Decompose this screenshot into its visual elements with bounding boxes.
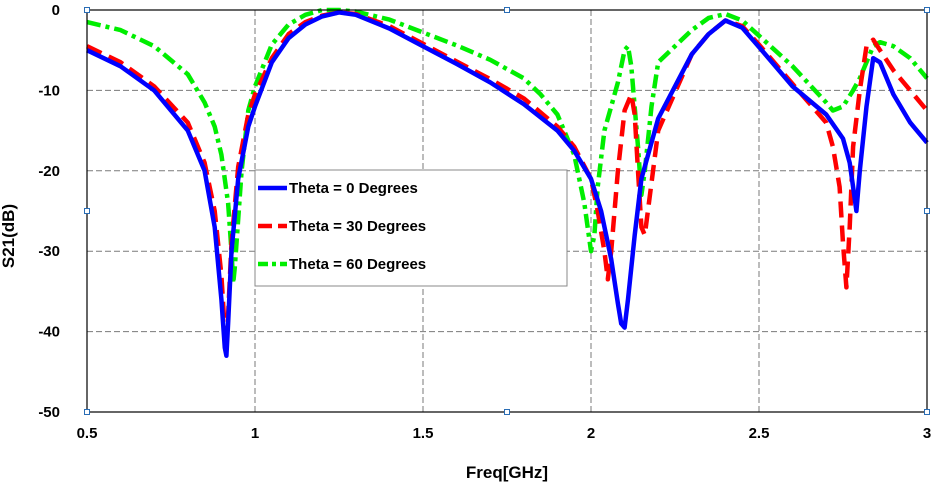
x-tick-label: 2.5 bbox=[749, 425, 770, 442]
x-tick-label: 1 bbox=[251, 425, 259, 442]
resize-handle[interactable] bbox=[504, 7, 510, 13]
series-theta-30 bbox=[86, 10, 929, 350]
selection-handles[interactable] bbox=[84, 7, 930, 415]
x-tick-label: 1.5 bbox=[413, 425, 434, 442]
resize-handle[interactable] bbox=[84, 409, 90, 415]
x-tick-label: 3 bbox=[923, 425, 931, 442]
resize-handle[interactable] bbox=[84, 7, 90, 13]
y-tick-label: -30 bbox=[38, 243, 60, 260]
y-axis-label: S21(dB) bbox=[0, 204, 18, 268]
resize-handle[interactable] bbox=[924, 7, 930, 13]
series-theta-0 bbox=[86, 10, 929, 358]
legend-entry-theta-0: Theta = 0 Degrees bbox=[289, 180, 418, 197]
resize-handle[interactable] bbox=[924, 409, 930, 415]
resize-handle[interactable] bbox=[924, 208, 930, 214]
resize-handle[interactable] bbox=[84, 208, 90, 214]
series-theta-60 bbox=[86, 7, 929, 286]
resize-handle[interactable] bbox=[504, 409, 510, 415]
tick-labels: 0.5 1 1.5 2 2.5 3 0 -10 -20 -30 -40 -50 bbox=[38, 2, 931, 442]
x-tick-label: 0.5 bbox=[77, 425, 98, 442]
y-tick-label: -20 bbox=[38, 163, 60, 180]
y-tick-label: -40 bbox=[38, 324, 60, 341]
series-lines bbox=[86, 7, 929, 358]
legend-entry-theta-60: Theta = 60 Degrees bbox=[289, 256, 426, 273]
y-tick-label: 0 bbox=[52, 2, 60, 19]
y-tick-label: -10 bbox=[38, 82, 60, 99]
y-tick-label: -50 bbox=[38, 404, 60, 421]
x-axis-label: Freq[GHz] bbox=[466, 463, 548, 482]
x-tick-label: 2 bbox=[587, 425, 595, 442]
legend-entry-theta-30: Theta = 30 Degrees bbox=[289, 218, 426, 235]
legend-box bbox=[254, 169, 568, 287]
legend: Theta = 0 Degrees Theta = 30 Degrees The… bbox=[254, 169, 568, 287]
